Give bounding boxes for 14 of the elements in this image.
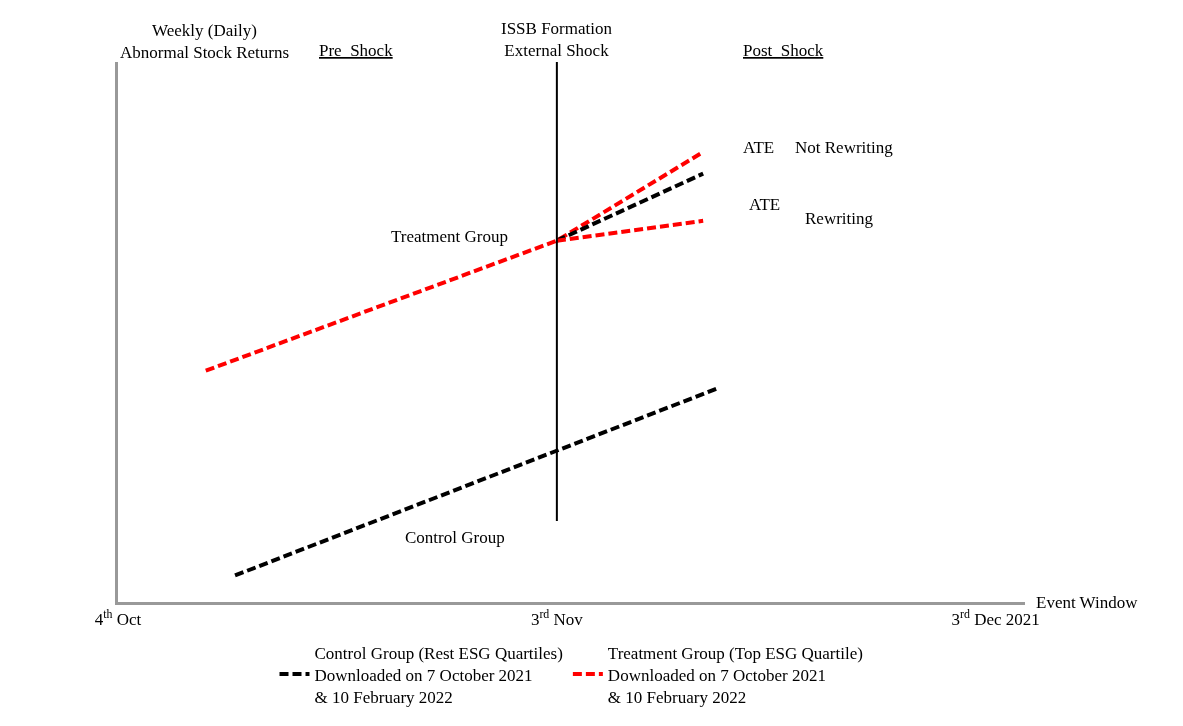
ref-line-label: ISSB Formation External Shock — [501, 19, 613, 61]
annotation: ATE — [743, 138, 775, 157]
text: Weekly (Daily) Abnormal Stock Returns — [120, 21, 290, 63]
legend-label: Treatment Group (Top ESG Quartile) Downloaded on 7 October 2021 & 10 February 2022 — [607, 643, 863, 707]
text: Post_Shock — [743, 41, 824, 60]
annotation: Treatment Group — [391, 227, 508, 246]
annotation: ATE — [749, 195, 781, 214]
text: Pre_Shock — [319, 41, 394, 60]
annotation: Rewriting — [805, 209, 874, 228]
legend-label: Control Group (Rest ESG Quartiles) Downloaded on 7 October 2021 & 10 February 2022 — [314, 643, 563, 707]
x-tick-label: 4$^{th}$ Oct — [94, 607, 142, 630]
x-tick-label: 3$^{rd}$ Nov — [530, 607, 584, 630]
annotation: Not Rewriting — [795, 138, 894, 157]
annotation: Control Group — [405, 528, 505, 547]
